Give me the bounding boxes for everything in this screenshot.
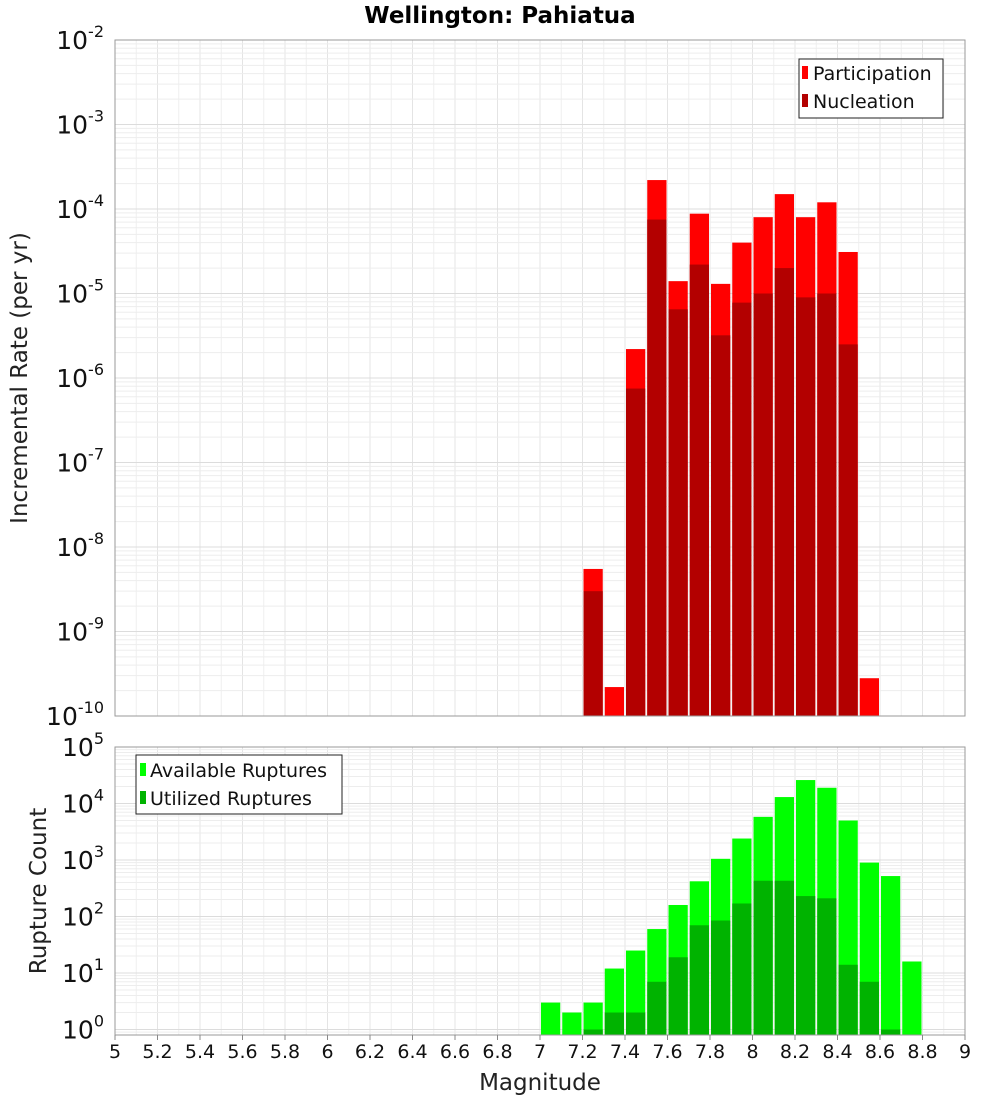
x-tick-label: 5.6 (227, 1041, 257, 1063)
top-y-tick-label: 10-4 (56, 191, 104, 224)
legend-swatch-utilized (140, 791, 146, 804)
top-bar-nucleation (817, 293, 837, 716)
bottom-bar-utilized-ruptures (753, 880, 773, 1035)
top-y-tick-label: 10-2 (56, 22, 104, 55)
bottom-bar-utilized-ruptures (711, 920, 731, 1035)
x-tick-label: 6.4 (397, 1041, 427, 1063)
top-bar-participation (604, 687, 624, 716)
x-tick-label: 6.6 (440, 1041, 470, 1063)
x-tick-label: 7.8 (695, 1041, 725, 1063)
bottom-y-tick-label: 101 (62, 955, 104, 988)
bottom-bar-utilized-ruptures (817, 898, 837, 1035)
bottom-bar-utilized-ruptures (838, 964, 858, 1035)
top-bar-nucleation (689, 264, 709, 716)
x-tick-label: 7.2 (567, 1041, 597, 1063)
bottom-y-tick-label: 103 (62, 842, 104, 875)
x-tick-label: 8.2 (780, 1041, 810, 1063)
bottom-y-tick-label: 105 (62, 729, 104, 762)
top-legend-box (798, 58, 944, 119)
legend-label-utilized: Utilized Ruptures (150, 788, 312, 810)
bottom-bar-utilized-ruptures (626, 1012, 646, 1035)
x-tick-label: 6.2 (355, 1041, 385, 1063)
x-tick-label: 8 (746, 1041, 758, 1063)
bottom-y-axis-label: Rupture Count (26, 808, 52, 974)
top-panel: 10-10 10-9 10-8 10-7 10-6 10-5 10-4 10-3 10-2 In… (7, 22, 966, 731)
bottom-bar-available-ruptures (541, 1002, 561, 1035)
x-tick-label: 8.4 (822, 1041, 852, 1063)
top-y-ticks: 10-10 10-9 10-8 10-7 10-6 10-5 10-4 10-3 10-2 (46, 22, 104, 731)
top-y-tick-label: 10-7 (56, 445, 104, 478)
bottom-y-tick-label: 102 (62, 899, 104, 932)
top-bar-participation (859, 678, 879, 716)
x-tick-label: 7.6 (652, 1041, 682, 1063)
bottom-bar-utilized-ruptures (604, 1012, 624, 1035)
bottom-bar-available-ruptures (902, 961, 922, 1035)
top-y-tick-label: 10-6 (56, 360, 104, 393)
bottom-bar-available-ruptures (562, 1012, 582, 1035)
bottom-bar-utilized-ruptures (881, 1029, 901, 1035)
top-bars (583, 180, 879, 717)
bottom-bar-utilized-ruptures (796, 896, 816, 1035)
x-tick-label: 8.8 (907, 1041, 937, 1063)
x-tick-label: 9 (959, 1041, 971, 1063)
bottom-bar-utilized-ruptures (668, 957, 688, 1035)
bottom-bar-utilized-ruptures (647, 981, 667, 1035)
top-legend: Participation Nucleation (798, 58, 944, 119)
x-axis-label: Magnitude (479, 1070, 601, 1096)
x-tick-label: 6 (321, 1041, 333, 1063)
top-y-tick-label: 10-5 (56, 276, 104, 309)
legend-label-nucleation: Nucleation (813, 91, 915, 113)
legend-swatch-nucleation (802, 94, 808, 107)
bottom-bar-utilized-ruptures (689, 925, 709, 1035)
x-tick-label: 5.4 (185, 1041, 215, 1063)
bottom-bar-available-ruptures (881, 876, 901, 1035)
top-grid (114, 39, 966, 717)
bottom-bar-utilized-ruptures (583, 1029, 603, 1035)
bottom-legend: Available Ruptures Utilized Ruptures (135, 754, 343, 815)
top-bar-nucleation (626, 388, 646, 716)
top-bar-nucleation (796, 297, 816, 716)
top-y-tick-label: 10-3 (56, 107, 104, 140)
bottom-y-tick-label: 100 (62, 1012, 104, 1045)
x-tick-label: 7 (534, 1041, 546, 1063)
x-ticks: 5 5.2 5.4 5.6 5.8 6 6.2 6.4 6.6 6.8 7 7.2 7.4 7.6 7.8 8… (109, 1035, 971, 1063)
x-tick-label: 5.2 (142, 1041, 172, 1063)
x-tick-label: 8.6 (865, 1041, 895, 1063)
bottom-y-ticks: 100 101 102 103 104 105 (62, 729, 104, 1045)
bottom-legend-box (135, 754, 343, 815)
legend-label-participation: Participation (813, 63, 932, 85)
x-tick-label: 5 (109, 1041, 121, 1063)
x-tick-label: 7.4 (610, 1041, 640, 1063)
top-bar-nucleation (774, 268, 794, 716)
top-y-axis-label: Incremental Rate (per yr) (7, 232, 33, 524)
top-bar-nucleation (732, 302, 752, 716)
top-bar-nucleation (711, 335, 731, 716)
bottom-bar-utilized-ruptures (732, 903, 752, 1035)
top-bar-nucleation (668, 309, 688, 716)
bottom-bar-utilized-ruptures (859, 981, 879, 1035)
x-tick-label: 6.8 (482, 1041, 512, 1063)
top-plot-frame (114, 39, 966, 717)
top-bar-nucleation (647, 219, 667, 717)
chart-title: Wellington: Pahiatua (364, 3, 635, 29)
legend-swatch-participation (802, 66, 808, 79)
bottom-bar-utilized-ruptures (774, 880, 794, 1035)
top-bar-nucleation (838, 344, 858, 716)
top-bar-nucleation (753, 293, 773, 716)
top-y-tick-label: 10-10 (46, 698, 104, 731)
bottom-bar-available-ruptures (583, 1002, 603, 1035)
top-y-tick-label: 10-8 (56, 529, 104, 562)
bottom-y-tick-label: 104 (62, 786, 104, 819)
bottom-panel: 100 101 102 103 104 105 5 5.2 5.4 5.6 5.8 6 6.2 6.4 6… (26, 729, 971, 1096)
top-y-tick-label: 10-9 (56, 614, 104, 647)
top-bar-nucleation (583, 591, 603, 716)
bottom-bars (541, 780, 922, 1035)
legend-swatch-available (140, 763, 146, 776)
x-tick-label: 5.8 (270, 1041, 300, 1063)
legend-label-available: Available Ruptures (150, 760, 327, 782)
